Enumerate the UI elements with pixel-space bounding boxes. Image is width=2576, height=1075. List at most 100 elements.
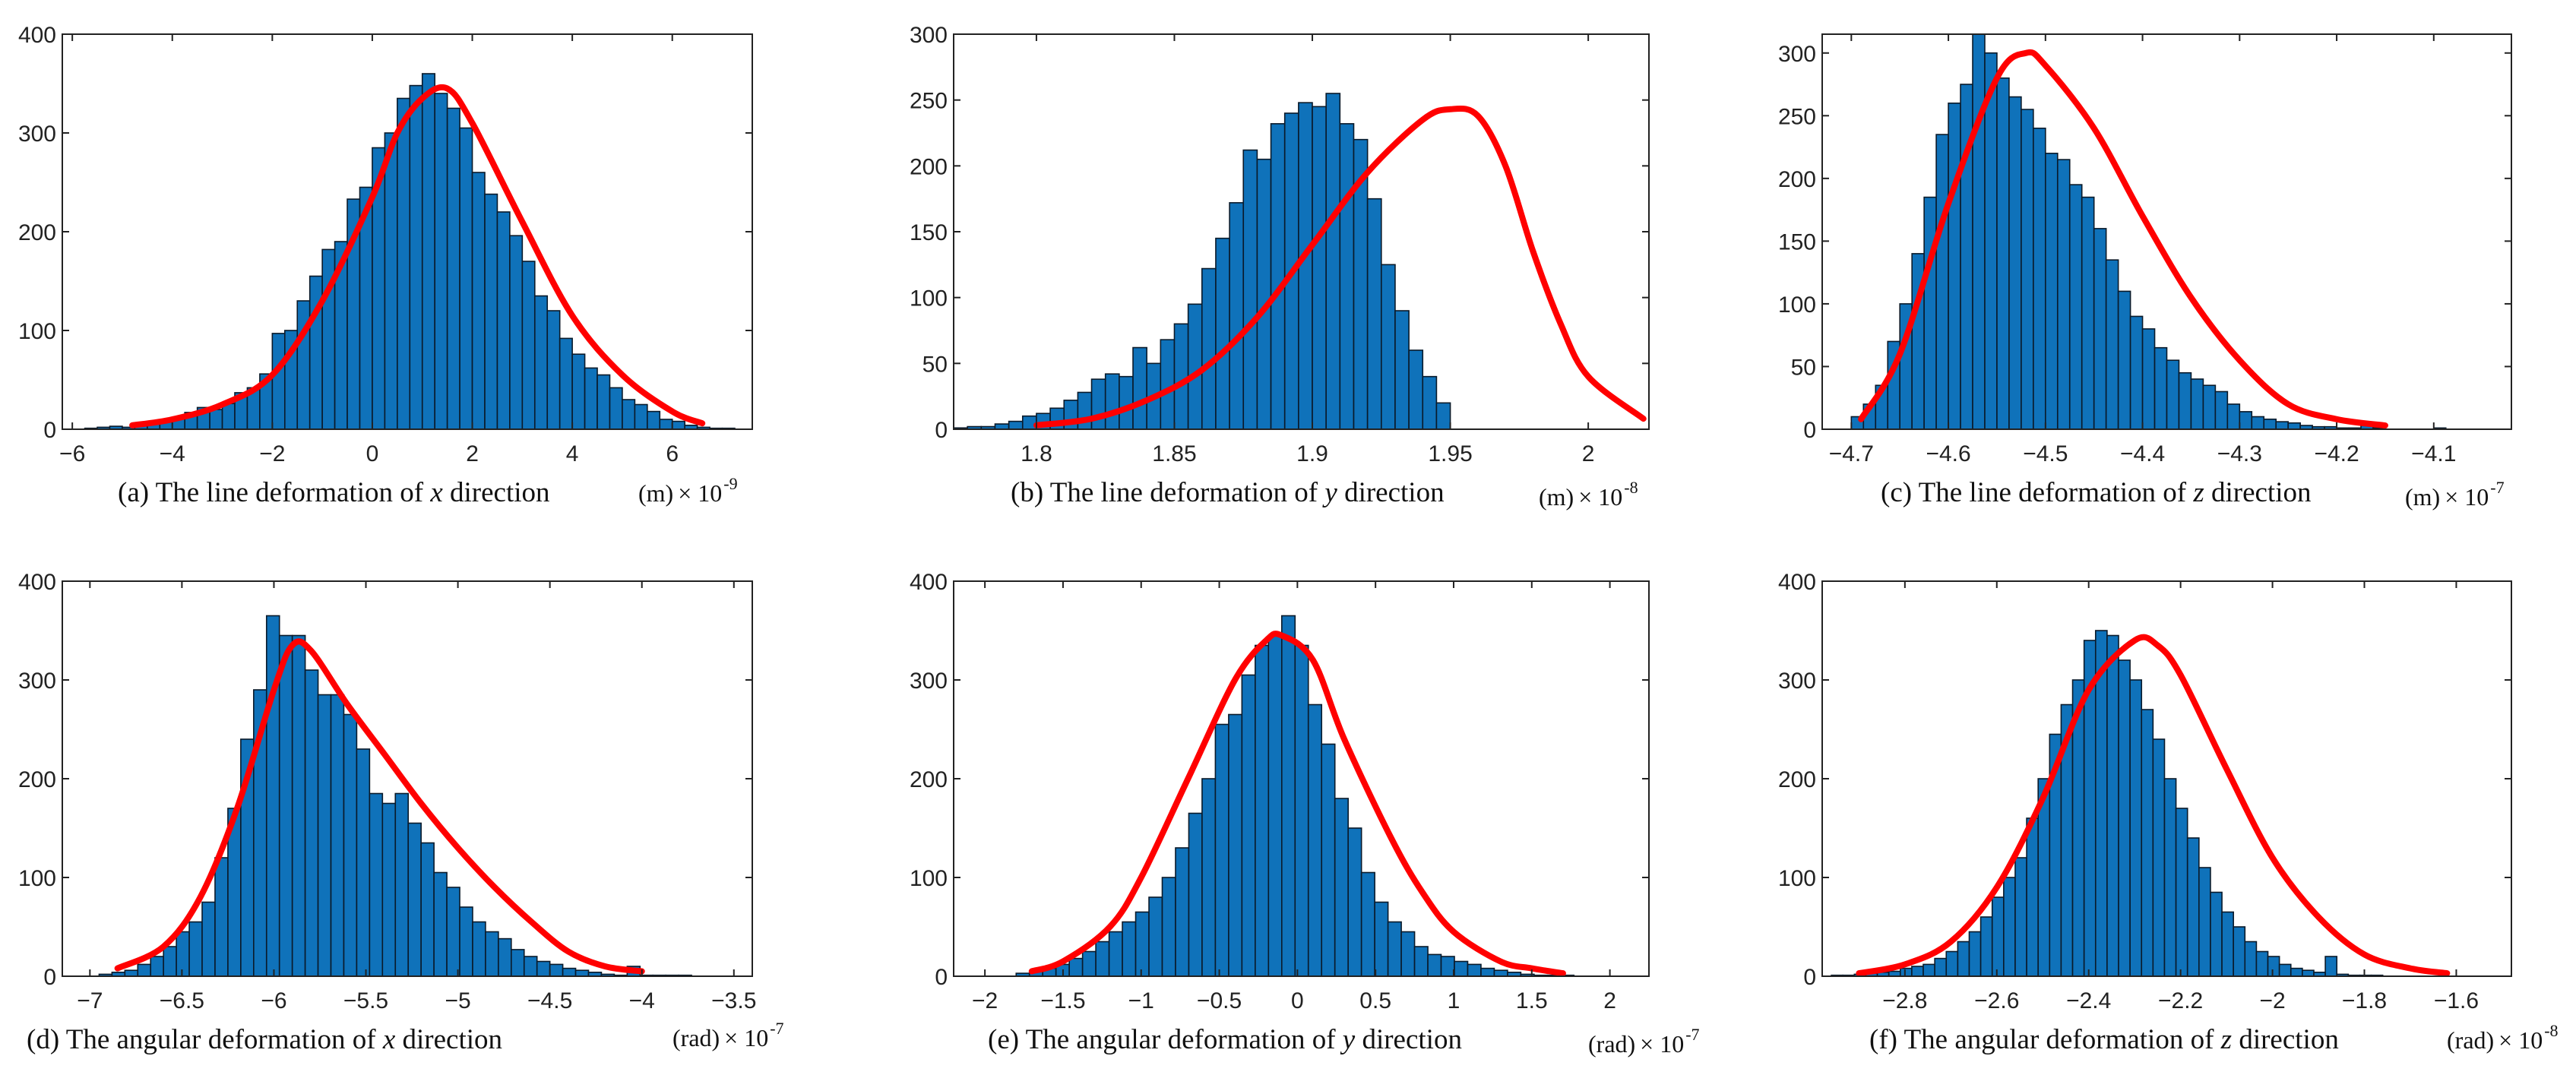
unit-label: (m) (638, 479, 673, 507)
x-tick-label: 1.95 (1428, 441, 1472, 466)
histogram-bar (356, 748, 371, 977)
x-tick-label: −4.6 (1926, 441, 1970, 466)
x-tick-label: −1.6 (2434, 988, 2479, 1013)
histogram-bar (2033, 128, 2046, 430)
y-tick-label: 300 (18, 122, 56, 147)
x-tick-label: −0.5 (1197, 988, 1242, 1013)
histogram-bar (2008, 96, 2022, 430)
y-tick-label: 200 (1778, 167, 1816, 192)
chart-panel-a: 0 100 200 300 400 −6 −4 −2 0 2 4 6 (a) The line defo… (18, 23, 753, 508)
histogram-bar (2290, 967, 2303, 977)
caption-variable: y (1340, 1024, 1356, 1055)
histogram-bar (496, 211, 511, 430)
y-tick-label: 300 (1778, 42, 1816, 67)
histogram-bar (2154, 346, 2168, 430)
x-tick-label: 6 (666, 441, 679, 466)
histogram-bar (330, 694, 345, 977)
histogram-bar (1968, 931, 1982, 977)
histogram-bar (1440, 956, 1455, 977)
histogram-bar (1312, 106, 1327, 430)
histogram-bar (214, 857, 229, 977)
histogram-bar (1991, 896, 2005, 977)
unit-exponent: -8 (2544, 1021, 2558, 1040)
unit-label: (rad) (672, 1024, 720, 1051)
histogram-bar (609, 387, 623, 430)
y-tick-label: 150 (910, 220, 948, 245)
caption-variable: y (1321, 477, 1337, 508)
x-tick-label: 1.8 (1021, 441, 1052, 466)
histogram-bar (2106, 634, 2119, 977)
histogram-bar (1068, 957, 1084, 977)
histogram-bar (1280, 615, 1296, 977)
histogram-bar (209, 409, 223, 430)
histogram-bar (1435, 402, 1451, 430)
histogram-bars (1831, 630, 2384, 977)
x-tick-label: 1 (1448, 988, 1460, 1013)
unit-multiplier: × 10 (678, 479, 722, 507)
y-tick-label: 400 (18, 23, 56, 48)
histogram-bar (1957, 941, 1970, 977)
histogram-bar (1923, 963, 1935, 977)
x-tick-label: −1.8 (2342, 988, 2387, 1013)
histogram-bar (1215, 237, 1230, 430)
x-tick-label: −3.5 (711, 988, 756, 1013)
histogram-bar (2141, 328, 2156, 430)
histogram-bar (1454, 960, 1469, 977)
caption-suffix: direction (443, 477, 550, 508)
y-tick-label: 100 (910, 866, 948, 891)
histogram-bar (2221, 911, 2234, 977)
caption-variable: x (382, 1024, 396, 1055)
histogram-bar (1104, 373, 1120, 430)
x-tick-label: 1.5 (1516, 988, 1548, 1013)
histogram-bar (511, 949, 525, 977)
histogram-bar (2026, 817, 2039, 977)
x-tick-label: −5.5 (343, 988, 388, 1013)
y-tick-label: 300 (18, 669, 56, 694)
histogram-bar (2117, 290, 2131, 430)
histogram-bar (1241, 674, 1256, 977)
histogram-bars (1015, 615, 1575, 977)
histogram-bar (1201, 267, 1217, 430)
x-tick-label: 1.9 (1296, 441, 1328, 466)
histogram-bar (559, 337, 573, 430)
histogram-bar (1187, 303, 1203, 430)
unit-exponent: -7 (770, 1019, 783, 1038)
unit-multiplier: × 10 (2498, 1026, 2543, 1054)
histogram-bar (1339, 123, 1355, 430)
y-tick-label: 300 (1778, 669, 1816, 694)
y-tick-label: 200 (910, 767, 948, 792)
fit-curve (1856, 634, 2451, 977)
histogram-bars (953, 93, 1451, 430)
histogram-bar (1229, 202, 1245, 430)
unit-exponent: -8 (1624, 478, 1638, 497)
histogram-bar (1132, 346, 1147, 430)
histogram-bar (1972, 33, 1986, 430)
x-tick-label: −1 (1128, 988, 1154, 1013)
histogram-bars (98, 615, 692, 977)
histogram-bar (317, 694, 332, 977)
histogram-bar (1298, 102, 1313, 430)
histogram-bar (1413, 946, 1429, 977)
y-tick-label: 400 (18, 570, 56, 595)
histogram-bar (2186, 837, 2200, 977)
histogram-bar (2239, 411, 2253, 430)
y-tick-label: 50 (1791, 355, 1816, 380)
histogram-bar (521, 261, 536, 430)
histogram-bar (201, 901, 216, 977)
histogram-bars (84, 73, 736, 430)
y-tick-label: 300 (910, 23, 948, 48)
histogram-bar (1923, 196, 1937, 430)
histogram-bar (485, 931, 499, 977)
y-tick-label: 0 (43, 418, 56, 443)
y-tick-label: 100 (1778, 866, 1816, 891)
y-tick-label: 0 (935, 418, 948, 443)
histogram-bar (2302, 969, 2315, 977)
histogram-bar (459, 127, 473, 430)
histogram-bar (2251, 416, 2265, 430)
histogram-bar (304, 669, 319, 977)
histogram-bar (634, 403, 648, 430)
y-tick-label: 250 (910, 89, 948, 114)
histogram-bar (420, 842, 435, 977)
histogram-bar (1307, 703, 1323, 977)
histogram-bar (1387, 921, 1402, 977)
